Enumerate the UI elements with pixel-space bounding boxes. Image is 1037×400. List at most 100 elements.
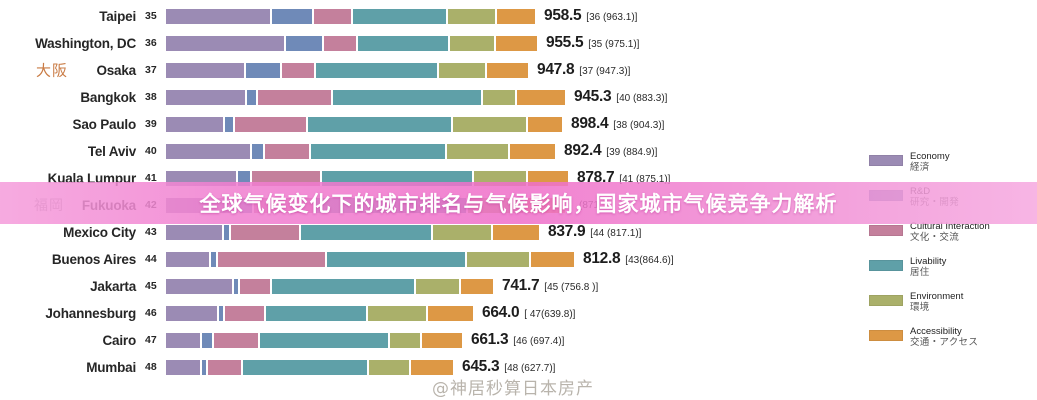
table-row[interactable]: Buenos Aires 44 812.8 [43(864.6)] xyxy=(0,246,870,272)
bar-segment-environment[interactable] xyxy=(467,251,529,267)
bar-segment-livability[interactable] xyxy=(358,35,448,51)
bar-segment-environment[interactable] xyxy=(474,170,526,186)
bar-segment-environment[interactable] xyxy=(390,332,420,348)
bar-segment-r-d[interactable] xyxy=(211,251,216,267)
table-row[interactable]: Bangkok 38 945.3 [40 (883.3)] xyxy=(0,84,870,110)
bar-segment-accessibility[interactable] xyxy=(487,62,528,78)
table-row[interactable]: Sao Paulo 39 898.4 [38 (904.3)] xyxy=(0,111,870,137)
bar-segment-cultural-interaction[interactable] xyxy=(258,89,331,105)
bar-segment-economy[interactable] xyxy=(166,170,236,186)
bar-segment-cultural-interaction[interactable] xyxy=(324,35,356,51)
bar-segment-economy[interactable] xyxy=(166,278,232,294)
bar-segment-economy[interactable] xyxy=(166,305,217,321)
bar-segment-cultural-interaction[interactable] xyxy=(208,359,241,375)
stacked-bar[interactable] xyxy=(166,89,565,105)
bar-segment-r-d[interactable] xyxy=(252,143,263,159)
stacked-bar[interactable] xyxy=(166,332,462,348)
bar-segment-accessibility[interactable] xyxy=(497,8,535,24)
bar-segment-cultural-interaction[interactable] xyxy=(252,170,320,186)
bar-segment-accessibility[interactable] xyxy=(411,359,453,375)
stacked-bar[interactable] xyxy=(166,116,562,132)
bar-segment-r-d[interactable] xyxy=(202,359,206,375)
bar-segment-livability[interactable] xyxy=(311,143,445,159)
bar-segment-accessibility[interactable] xyxy=(510,143,555,159)
bar-segment-accessibility[interactable] xyxy=(531,251,574,267)
table-row[interactable]: Taipei 35 958.5 [36 (963.1)] xyxy=(0,3,870,29)
bar-segment-r-d[interactable] xyxy=(246,62,280,78)
bar-segment-economy[interactable] xyxy=(166,143,250,159)
bar-segment-livability[interactable] xyxy=(308,116,451,132)
table-row[interactable]: Mumbai 48 645.3 [48 (627.7)] xyxy=(0,354,870,380)
bar-segment-r-d[interactable] xyxy=(225,116,233,132)
bar-segment-economy[interactable] xyxy=(166,359,200,375)
bar-segment-accessibility[interactable] xyxy=(496,35,537,51)
bar-segment-environment[interactable] xyxy=(448,8,495,24)
stacked-bar[interactable] xyxy=(166,62,528,78)
stacked-bar[interactable] xyxy=(166,305,473,321)
bar-segment-economy[interactable] xyxy=(166,116,223,132)
bar-segment-accessibility[interactable] xyxy=(528,170,568,186)
bar-segment-economy[interactable] xyxy=(166,332,200,348)
table-row[interactable]: Washington, DC 36 955.5 [35 (975.1)] xyxy=(0,30,870,56)
bar-segment-livability[interactable] xyxy=(322,170,472,186)
bar-segment-economy[interactable] xyxy=(166,62,244,78)
bar-segment-environment[interactable] xyxy=(453,116,526,132)
bar-segment-accessibility[interactable] xyxy=(493,224,539,240)
bar-segment-environment[interactable] xyxy=(416,278,459,294)
bar-segment-accessibility[interactable] xyxy=(422,332,462,348)
legend-item[interactable]: Livability 居住 xyxy=(869,256,1037,285)
bar-segment-cultural-interaction[interactable] xyxy=(282,62,314,78)
table-row[interactable]: Johannesburg 46 664.0 [ 47(639.8)] xyxy=(0,300,870,326)
bar-segment-accessibility[interactable] xyxy=(461,278,493,294)
bar-segment-environment[interactable] xyxy=(433,224,491,240)
bar-segment-livability[interactable] xyxy=(243,359,367,375)
bar-segment-environment[interactable] xyxy=(369,359,409,375)
bar-segment-r-d[interactable] xyxy=(238,170,250,186)
bar-segment-cultural-interaction[interactable] xyxy=(214,332,258,348)
bar-segment-economy[interactable] xyxy=(166,35,284,51)
bar-segment-economy[interactable] xyxy=(166,251,209,267)
bar-segment-r-d[interactable] xyxy=(219,305,223,321)
bar-segment-r-d[interactable] xyxy=(286,35,322,51)
bar-segment-cultural-interaction[interactable] xyxy=(231,224,299,240)
bar-segment-r-d[interactable] xyxy=(247,89,256,105)
bar-segment-r-d[interactable] xyxy=(234,278,238,294)
bar-segment-r-d[interactable] xyxy=(202,332,212,348)
stacked-bar[interactable] xyxy=(166,35,537,51)
bar-segment-environment[interactable] xyxy=(447,143,508,159)
stacked-bar[interactable] xyxy=(166,251,574,267)
bar-segment-accessibility[interactable] xyxy=(428,305,473,321)
bar-segment-livability[interactable] xyxy=(266,305,366,321)
bar-segment-livability[interactable] xyxy=(327,251,465,267)
bar-segment-livability[interactable] xyxy=(353,8,446,24)
stacked-bar[interactable] xyxy=(166,224,539,240)
legend-item[interactable]: Accessibility 交通・アクセス xyxy=(869,326,1037,355)
bar-segment-economy[interactable] xyxy=(166,89,245,105)
stacked-bar[interactable] xyxy=(166,359,453,375)
bar-segment-livability[interactable] xyxy=(301,224,431,240)
bar-segment-cultural-interaction[interactable] xyxy=(218,251,325,267)
table-row[interactable]: 大阪 Osaka 37 947.8 [37 (947.3)] xyxy=(0,57,870,83)
bar-segment-livability[interactable] xyxy=(316,62,437,78)
bar-segment-r-d[interactable] xyxy=(224,224,229,240)
stacked-bar[interactable] xyxy=(166,143,555,159)
bar-segment-accessibility[interactable] xyxy=(528,116,562,132)
table-row[interactable]: Tel Aviv 40 892.4 [39 (884.9)] xyxy=(0,138,870,164)
bar-segment-environment[interactable] xyxy=(368,305,426,321)
bar-segment-environment[interactable] xyxy=(450,35,494,51)
bar-segment-cultural-interaction[interactable] xyxy=(235,116,306,132)
table-row[interactable]: Kuala Lumpur 41 878.7 [41 (875.1)] xyxy=(0,165,870,191)
bar-segment-cultural-interaction[interactable] xyxy=(240,278,270,294)
legend-item[interactable]: Environment 環境 xyxy=(869,291,1037,320)
legend-item[interactable]: Economy 経済 xyxy=(869,151,1037,180)
table-row[interactable]: Cairo 47 661.3 [46 (697.4)] xyxy=(0,327,870,353)
bar-segment-cultural-interaction[interactable] xyxy=(225,305,264,321)
bar-segment-livability[interactable] xyxy=(333,89,481,105)
bar-segment-cultural-interaction[interactable] xyxy=(265,143,309,159)
bar-segment-livability[interactable] xyxy=(272,278,414,294)
bar-segment-environment[interactable] xyxy=(483,89,515,105)
stacked-bar[interactable] xyxy=(166,170,568,186)
bar-segment-r-d[interactable] xyxy=(272,8,312,24)
bar-segment-economy[interactable] xyxy=(166,224,222,240)
bar-segment-accessibility[interactable] xyxy=(517,89,565,105)
